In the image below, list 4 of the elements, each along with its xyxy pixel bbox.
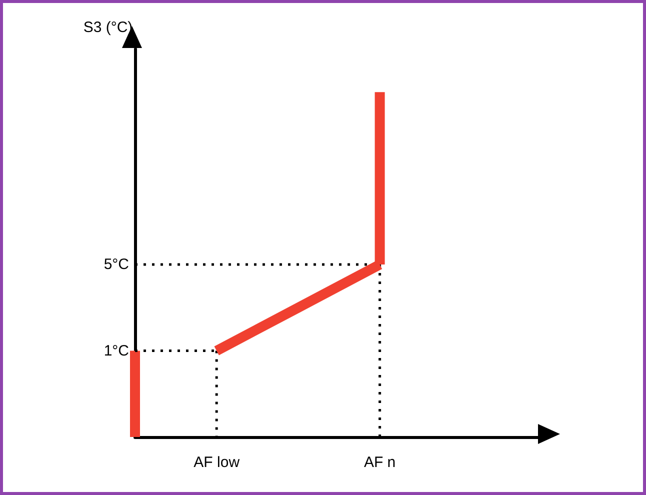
- y-tick-label: 5°C: [104, 256, 130, 274]
- x-tick-label: AF n: [364, 454, 396, 471]
- y-tick-label: 1°C: [104, 342, 130, 360]
- x-tick-label: AF low: [194, 454, 240, 471]
